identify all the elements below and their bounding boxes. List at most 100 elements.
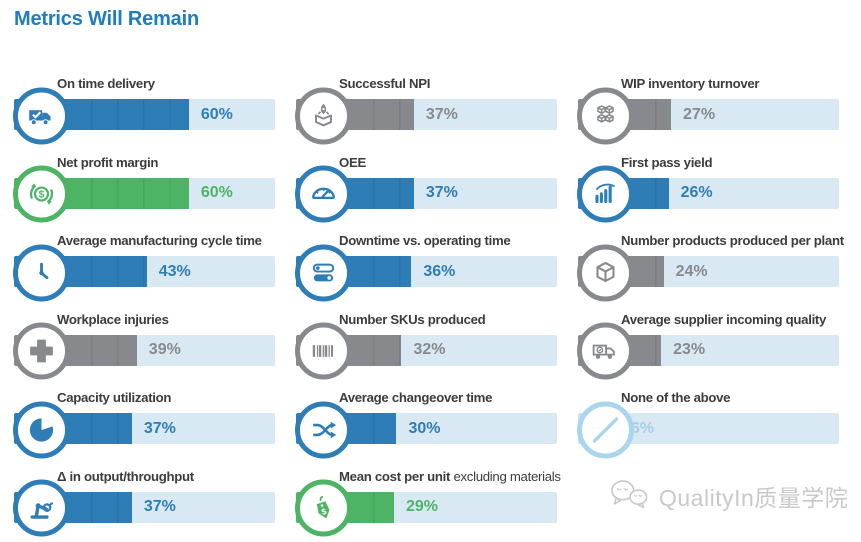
metric-value: 32% [413,341,446,359]
metric-value: 37% [425,105,458,123]
metric-label-text: None of the above [621,390,731,406]
metric-bar: 43% [13,244,275,302]
medical-cross-icon [13,322,70,380]
metric-item: Number SKUs produced 32% [295,306,557,385]
metric-label-text: Number products produced per plant [621,233,844,249]
robot-arm-icon [13,479,70,537]
metric-bar: 37% [295,165,557,223]
metric-value: 37% [143,419,176,437]
metric-item: Successful NPI 37% [295,70,557,149]
no-symbol-icon [577,401,634,459]
metric-item: Number products produced per plant 24% [577,227,844,306]
metric-item: Δ in output/throughput 37% [13,463,275,542]
metric-bar: 26% [577,165,839,223]
metric-label-text: Workplace injuries [57,311,169,327]
metric-item: None of the above 6% [577,384,839,463]
watermark: QualityIn质量学院 [608,478,848,514]
metric-label: Net profit margin [57,155,275,171]
svg-text:$: $ [320,506,328,517]
metric-label: None of the above [621,390,839,406]
metric-label-text: Number SKUs produced [339,311,486,327]
metric-item: Average manufacturing cycle time 43% [13,227,275,306]
metric-bar: 32% [295,322,557,380]
metric-bar: 23% [577,322,839,380]
metric-value: 36% [423,262,456,280]
metric-label-text: OEE [339,154,366,170]
metric-label: Δ in output/throughput [57,469,275,485]
metric-value: 37% [143,498,176,516]
metric-label-text: Downtime vs. operating time [339,233,511,249]
metric-label: Successful NPI [339,76,557,92]
wechat-icon [608,478,650,514]
metric-label-suffix: excluding materials [450,468,561,484]
metric-label: Average supplier incoming quality [621,312,839,328]
metric-bar: 37% [13,401,275,459]
metric-label-text: WIP inventory turnover [621,76,760,91]
gauge-icon [295,165,352,223]
metric-value: 29% [406,498,439,516]
metric-label: Workplace injuries [57,312,275,328]
svg-text:$: $ [39,190,45,201]
metric-label-text: Average manufacturing cycle time [57,233,262,249]
metric-label: OEE [339,155,557,171]
cube-icon [577,244,634,302]
metric-bar: 39% [13,322,275,380]
metric-label: On time delivery [57,76,275,92]
metric-item: Downtime vs. operating time 36% [295,227,557,306]
metric-bar: 60% [13,87,275,144]
pie-chart-icon [13,401,70,459]
metric-label-text: Average changeover time [339,390,493,406]
delivery-truck-icon [13,87,70,144]
metric-item: Average supplier incoming quality 23% [577,306,839,385]
metric-label-text: Δ in output/throughput [57,468,194,484]
metric-item: First pass yield 26% [577,149,839,228]
metric-item: Capacity utilization 37% [13,384,275,463]
metric-value: 6% [630,419,655,437]
metric-bar: 30% [295,401,557,459]
metric-label: Average manufacturing cycle time [57,233,275,249]
bar-chart-icon [577,165,634,223]
metric-item: Mean cost per unit excluding materials 2… [295,463,561,542]
metric-item: WIP inventory turnover 27% [577,70,839,149]
metric-label-text: Net profit margin [57,154,159,170]
metric-item: Net profit margin 60% $ [13,149,275,228]
metric-value: 60% [200,105,233,123]
watermark-text: QualityIn质量学院 [659,485,849,511]
metric-value: 24% [675,262,708,280]
metric-value: 27% [683,105,716,123]
metric-bar: 37% [13,479,275,537]
metric-bar: 36% [295,244,557,302]
metric-label-text: Capacity utilization [57,390,172,406]
metric-label: Downtime vs. operating time [339,233,557,249]
supplier-truck-icon [577,322,634,380]
cubes-icon [577,87,634,144]
metric-value: 30% [408,419,441,437]
metric-bar: 27% [577,87,839,144]
metric-label: Number products produced per plant [621,233,844,249]
metric-label: Average changeover time [339,390,557,406]
metric-label: WIP inventory turnover [621,76,839,92]
metric-label: First pass yield [621,155,839,171]
metric-label: Number SKUs produced [339,312,557,328]
metric-value: 26% [680,184,713,202]
toggle-switches-icon [295,244,352,302]
metric-bar: 29% $ [295,479,557,537]
metric-value: 43% [158,262,191,280]
metric-bar: 37% [295,87,557,144]
metric-label: Capacity utilization [57,390,275,406]
metric-item: OEE 37% [295,149,557,228]
metric-bar: 60% $ [13,165,275,223]
metric-label-text: Average supplier incoming quality [621,311,827,327]
metrics-grid: On time delivery 60% Net profit margin 6… [13,70,844,542]
metric-label-text: Successful NPI [339,76,431,91]
metric-label-text: First pass yield [621,154,713,170]
metric-item: On time delivery 60% [13,70,275,149]
metric-item: Average changeover time 30% [295,384,557,463]
metric-value: 37% [425,184,458,202]
barcode-icon [295,322,352,380]
metric-label-text: On time delivery [57,76,155,91]
cycle-clock-icon [13,244,70,302]
metric-value: 60% [200,184,233,202]
metric-bar: 24% [577,244,839,302]
rocket-box-icon [295,87,352,144]
